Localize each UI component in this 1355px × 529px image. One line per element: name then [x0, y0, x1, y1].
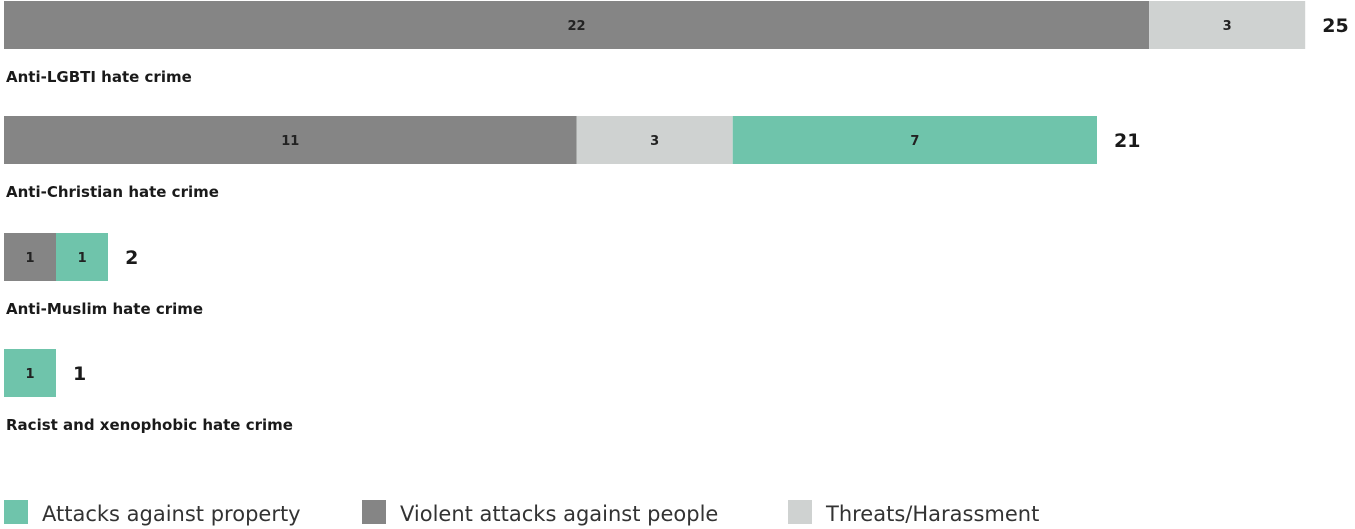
segment-value-label: 1 — [25, 367, 34, 382]
legend-swatch-threats-harassment — [788, 500, 812, 524]
legend-label: Attacks against property — [42, 502, 301, 526]
bar-segment-anti-muslim-hate-crime-attacks-against-property — [56, 233, 108, 281]
total-value-label: 21 — [1114, 130, 1140, 152]
segment-value-label: 22 — [567, 19, 585, 34]
category-label: Racist and xenophobic hate crime — [6, 416, 293, 434]
bar-segment-anti-lgbti-hate-crime-threats-harassment — [1149, 1, 1306, 49]
segment-value-label: 3 — [1223, 19, 1232, 34]
category-label: Anti-Muslim hate crime — [6, 300, 203, 318]
legend: Attacks against property Violent attacks … — [4, 500, 1039, 526]
total-value-label: 1 — [73, 363, 86, 385]
bar-segment-anti-christian-hate-crime-violent-attacks-against-people — [4, 116, 577, 164]
total-value-label: 25 — [1322, 15, 1348, 37]
bar-segment-anti-muslim-hate-crime-violent-attacks-against-people — [4, 233, 56, 281]
bar-segment-anti-lgbti-hate-crime-violent-attacks-against-people — [4, 1, 1150, 49]
segment-value-label: 1 — [25, 251, 34, 266]
legend-swatch-violent-attacks-against-people — [362, 500, 386, 524]
segment-value-label: 7 — [910, 134, 919, 149]
segment-value-label: 11 — [281, 134, 299, 149]
category-label: Anti-Christian hate crime — [6, 183, 219, 201]
category-label: Anti-LGBTI hate crime — [6, 68, 192, 86]
legend-label: Violent attacks against people — [400, 502, 718, 526]
legend-label: Threats/Harassment — [825, 502, 1039, 526]
segment-value-label: 3 — [650, 134, 659, 149]
bar-segment-anti-christian-hate-crime-threats-harassment — [576, 116, 733, 164]
legend-swatch-attacks-against-property — [4, 500, 28, 524]
bar-segment-anti-christian-hate-crime-attacks-against-property — [732, 116, 1097, 164]
total-value-label: 2 — [125, 247, 138, 269]
bar-segment-racist-and-xenophobic-hate-crime-attacks-against-property — [4, 349, 56, 397]
segment-value-label: 1 — [78, 251, 87, 266]
